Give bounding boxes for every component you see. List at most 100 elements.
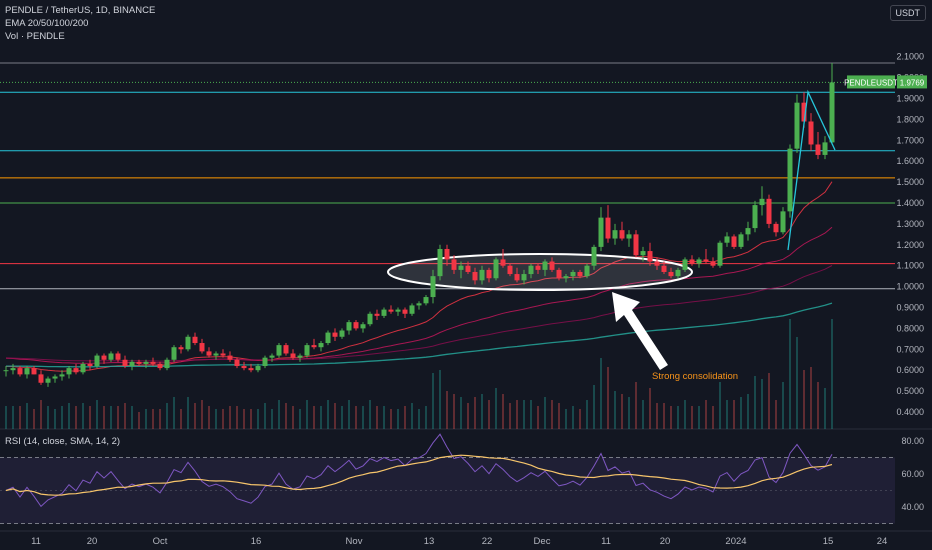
candle [829, 62, 835, 145]
candle-body [31, 368, 37, 375]
candle [101, 353, 107, 364]
candle-body [248, 368, 254, 371]
candle [283, 343, 289, 356]
candle [157, 361, 163, 371]
candle-body [178, 347, 184, 350]
candle [150, 357, 156, 367]
candle-body [164, 359, 170, 369]
volume-bar [649, 388, 651, 429]
candle [808, 113, 814, 151]
volume-bar [110, 406, 112, 429]
candle-body [87, 363, 93, 367]
candle [367, 311, 373, 327]
candle [17, 366, 23, 377]
price-tick-label: 1.1000 [896, 261, 924, 271]
volume-bar [243, 409, 245, 429]
volume-bar [257, 409, 259, 429]
candle [423, 294, 429, 306]
candle [696, 257, 702, 268]
volume-bar [229, 406, 231, 429]
candle [108, 351, 114, 362]
volume-bar [75, 406, 77, 429]
candle [731, 234, 737, 249]
candle-body [696, 259, 702, 264]
candle-body [507, 265, 513, 275]
volume-bar [824, 388, 826, 429]
candle [773, 221, 779, 237]
price-tag: PENDLEUSDT 1.9769 [844, 75, 927, 89]
candle [87, 359, 93, 371]
volume-bar [40, 400, 42, 429]
volume-bar [61, 406, 63, 429]
volume-bar [299, 409, 301, 429]
candle-body [444, 248, 450, 260]
candle-body [367, 313, 373, 325]
candle-body [829, 82, 835, 143]
candle-body [731, 236, 737, 247]
candle-body [661, 265, 667, 272]
volume-bar [579, 409, 581, 429]
volume-bar [390, 409, 392, 429]
candle [192, 332, 198, 346]
volume-bar [516, 400, 518, 429]
volume-bar [796, 337, 798, 429]
candles [3, 62, 835, 387]
candle-body [213, 353, 219, 356]
volume-bar [215, 409, 217, 429]
price-tick-label: 1.0000 [896, 282, 924, 292]
candle-body [801, 102, 807, 122]
candle [297, 353, 303, 362]
candle-body [206, 351, 212, 356]
candle [45, 376, 51, 387]
volume-bar [103, 406, 105, 429]
candle [346, 320, 352, 335]
time-tick-label: Dec [534, 536, 551, 547]
rsi-tick-label: 80.00 [901, 436, 924, 446]
candle-body [325, 332, 331, 344]
candle [591, 244, 597, 270]
candle-body [626, 234, 632, 239]
candle [633, 230, 639, 258]
candle-body [640, 251, 646, 256]
candle-body [612, 230, 618, 239]
candle-body [129, 361, 135, 367]
candle [815, 131, 821, 160]
candle [675, 267, 681, 279]
candle [381, 307, 387, 318]
candle [3, 366, 9, 377]
volume-bar [768, 373, 770, 429]
volume-bar [628, 397, 630, 429]
candle [332, 328, 338, 341]
candle-body [38, 374, 44, 383]
candle [668, 267, 674, 279]
candle [255, 363, 261, 373]
candle [528, 263, 534, 279]
price-tick-label: 1.6000 [896, 156, 924, 166]
volume-bar [89, 406, 91, 429]
candle-body [115, 353, 121, 360]
candle [178, 345, 184, 354]
candle-body [59, 374, 65, 377]
volume-bar [194, 403, 196, 429]
candle [430, 269, 436, 304]
candle-body [66, 368, 72, 375]
volume-bar [446, 391, 448, 429]
volume-bar [271, 409, 273, 429]
candle [794, 94, 800, 153]
candle [339, 328, 345, 339]
candle-body [724, 236, 730, 243]
candle-body [703, 259, 709, 262]
candle [360, 322, 366, 333]
candle-body [598, 217, 604, 247]
candle-body [787, 148, 793, 212]
candle-body [437, 248, 443, 277]
volume-bar [54, 409, 56, 429]
candle-body [381, 309, 387, 316]
volume-bar [138, 412, 140, 429]
volume-bar [677, 406, 679, 429]
currency-button[interactable]: USDT [889, 5, 926, 21]
candle [493, 257, 499, 281]
candle [486, 267, 492, 283]
volume-bar [19, 406, 21, 429]
